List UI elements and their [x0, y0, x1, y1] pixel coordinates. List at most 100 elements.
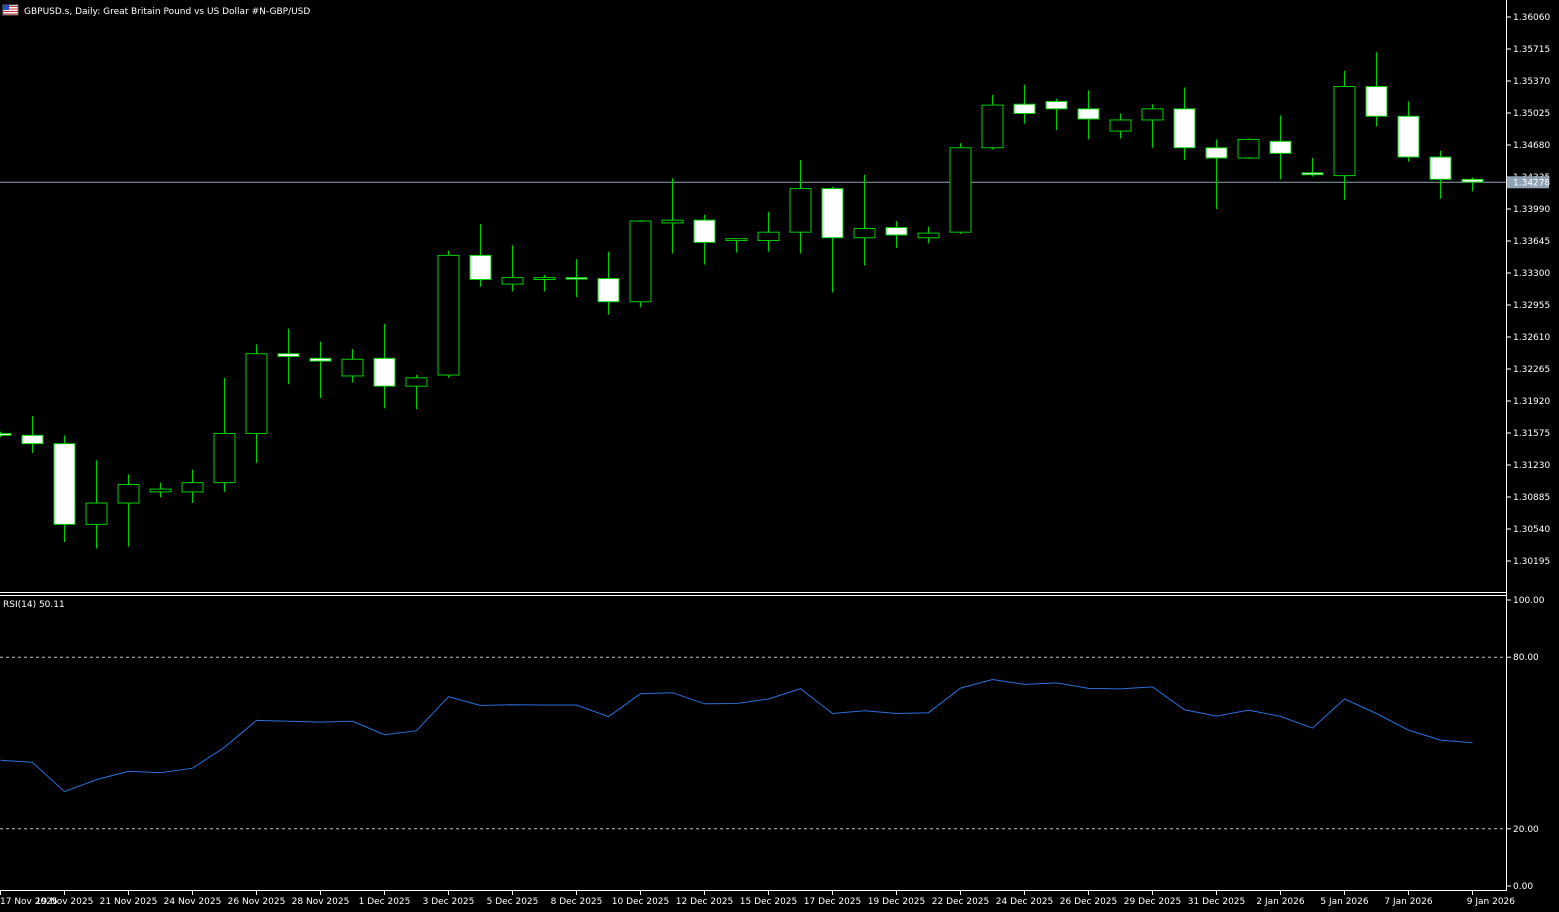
time-tick-label: 5 Jan 2026 — [1320, 897, 1368, 907]
candle — [341, 349, 364, 383]
price-panel — [0, 52, 1506, 549]
candle-body — [885, 227, 908, 236]
candle — [757, 211, 780, 252]
time-tick-label: 17 Nov 2025 — [0, 897, 58, 907]
candle-body — [1109, 119, 1132, 132]
candle — [885, 221, 908, 248]
current-price-tag-box — [1507, 176, 1549, 189]
time-tick-label: 19 Dec 2025 — [868, 897, 926, 907]
price-tick-label: 1.33990 — [1513, 205, 1550, 215]
candle-body — [821, 188, 844, 239]
time-tick-label: 28 Nov 2025 — [292, 897, 350, 907]
time-tick-label: 24 Nov 2025 — [164, 897, 222, 907]
candle — [725, 238, 748, 253]
price-tick-label: 1.31920 — [1513, 397, 1550, 407]
candle — [469, 223, 492, 287]
rsi-line — [0, 678, 1473, 793]
candle-body — [1013, 103, 1036, 114]
rsi-tick-label: 100.00 — [1513, 596, 1545, 606]
candle-body — [149, 488, 172, 493]
candle — [1141, 104, 1164, 148]
candle — [661, 178, 684, 254]
candle — [1109, 113, 1132, 139]
candle-body — [1237, 138, 1260, 159]
candle — [821, 186, 844, 293]
candle-body — [1045, 100, 1068, 110]
price-tick-label: 1.35370 — [1513, 77, 1550, 87]
candle-body — [85, 502, 108, 525]
price-tick-label: 1.32610 — [1513, 333, 1550, 343]
rsi-tick-label: 20.00 — [1513, 825, 1539, 835]
candle — [1045, 98, 1068, 131]
candle-body — [53, 443, 76, 525]
candle-body — [469, 254, 492, 280]
candle-body — [245, 353, 268, 434]
time-tick-label: 10 Dec 2025 — [612, 897, 670, 907]
candle — [501, 245, 524, 292]
candle-body — [501, 277, 524, 285]
chart-title: GBPUSD.s, Daily: Great Britain Pound vs … — [24, 7, 310, 17]
price-tick-label: 1.30540 — [1513, 525, 1550, 535]
candle-body — [277, 353, 300, 357]
candle-body — [21, 434, 44, 445]
candle — [1429, 150, 1452, 199]
candle-body — [917, 232, 940, 239]
time-tick-label: 19 Nov 2025 — [36, 897, 94, 907]
candle-body — [1429, 156, 1452, 180]
candle — [85, 460, 108, 549]
candle-body — [1397, 115, 1420, 158]
candle-body — [533, 277, 556, 280]
rsi-tick-label: 80.00 — [1513, 653, 1539, 663]
candle — [789, 159, 812, 254]
candle — [0, 431, 12, 438]
time-tick-label: 12 Dec 2025 — [676, 897, 734, 907]
candle-body — [373, 357, 396, 387]
candle-body — [757, 231, 780, 242]
candle-body — [789, 188, 812, 233]
candle — [597, 251, 620, 315]
candle — [693, 214, 716, 265]
candle — [277, 328, 300, 385]
candle — [373, 324, 396, 409]
candle-body — [661, 219, 684, 224]
price-tick-label: 1.31230 — [1513, 461, 1550, 471]
price-tick-label: 1.33300 — [1513, 269, 1550, 279]
time-tick-label: 26 Nov 2025 — [228, 897, 286, 907]
symbol-flag-icon — [2, 4, 19, 16]
time-tick-label: 3 Dec 2025 — [423, 897, 475, 907]
time-tick-label: 29 Dec 2025 — [1124, 897, 1182, 907]
candle — [629, 220, 652, 308]
candle-body — [693, 219, 716, 243]
candle-body — [0, 432, 12, 436]
candle — [565, 259, 588, 298]
price-tick-label: 1.31575 — [1513, 429, 1550, 439]
candle-body — [341, 358, 364, 377]
candle — [949, 143, 972, 235]
candle — [437, 250, 460, 378]
candle-body — [1333, 86, 1356, 177]
candle — [853, 174, 876, 266]
candle-body — [725, 238, 748, 242]
candle — [1333, 70, 1356, 200]
candle — [1269, 115, 1292, 180]
candle — [213, 377, 236, 492]
price-tick-label: 1.30195 — [1513, 557, 1550, 567]
candle — [1077, 90, 1100, 140]
candle — [533, 274, 556, 292]
candle-body — [949, 147, 972, 233]
time-tick-label: 15 Dec 2025 — [740, 897, 798, 907]
candle — [149, 482, 172, 498]
candle — [1461, 177, 1484, 192]
candle-body — [1077, 108, 1100, 120]
price-tick-label: 1.34680 — [1513, 141, 1550, 151]
candle-body — [405, 377, 428, 387]
candle — [1365, 52, 1388, 127]
candle-body — [853, 227, 876, 239]
price-tick-label: 1.35025 — [1513, 109, 1550, 119]
candle-body — [565, 277, 588, 280]
candle — [245, 344, 268, 464]
candle — [1013, 84, 1036, 124]
